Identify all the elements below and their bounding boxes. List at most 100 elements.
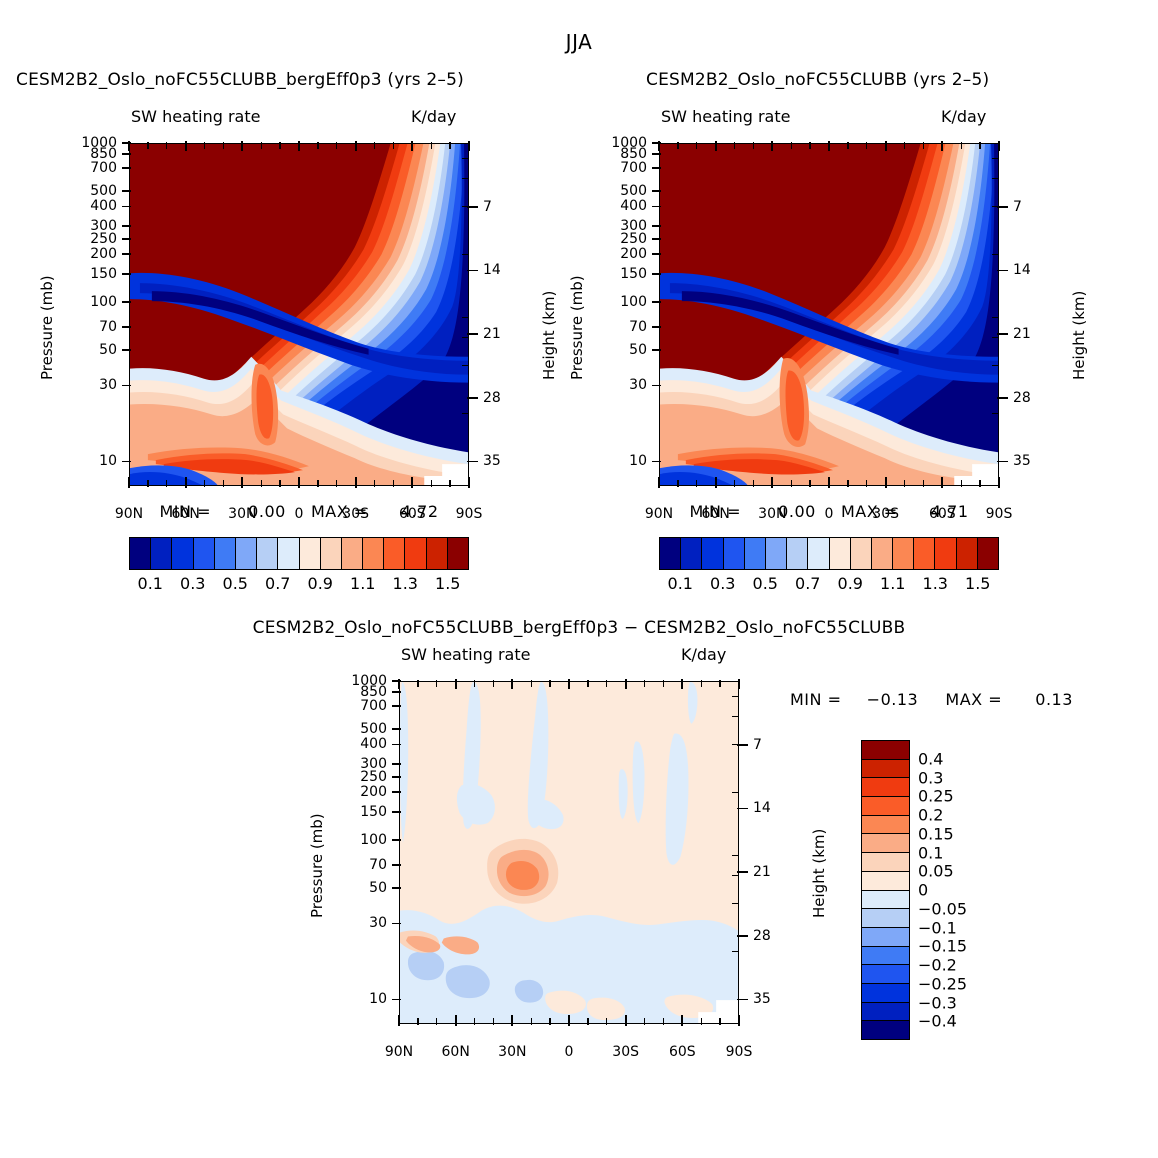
- colorbar-swatch-6: [787, 538, 809, 569]
- colorbar-diff-tick-label: 0: [918, 880, 929, 900]
- colorbar-swatch-8: [829, 538, 851, 569]
- colorbar-diff-tick-label: −0.3: [918, 993, 957, 1012]
- height-tick-label: 21: [483, 326, 501, 342]
- colorbar-diff[interactable]: [861, 740, 910, 1040]
- colorbar-swatch-11: [363, 538, 385, 569]
- colorbar-swatch-1: [681, 538, 703, 569]
- colorbar-diff-labels: 0.4 0.3 0.25 0.2 0.15 0.1 0.05 0 −0.05 −0.1 −0.15−…: [918, 740, 998, 1040]
- pressure-tick-label: 70: [99, 318, 117, 335]
- pressure-tick-label: 250: [90, 230, 117, 247]
- min-value-diff: −0.13: [866, 690, 919, 709]
- colorbar-tick-label: 0.7: [795, 574, 821, 593]
- colorbar-swatch-0: [130, 538, 152, 569]
- colorbar-diff-swatch-5: [862, 834, 909, 854]
- colorbar-swatch-7: [278, 538, 300, 569]
- min-value-right: 0.00: [778, 502, 816, 521]
- colorbar-swatch-3: [193, 538, 215, 569]
- lat-tick-label: 0: [564, 1044, 574, 1060]
- pressure-tick-label: 30: [629, 377, 647, 394]
- pressure-tick-label: 300: [90, 218, 117, 235]
- max-value-diff: 0.13: [1035, 690, 1073, 709]
- height-tick-label: 21: [1013, 326, 1031, 342]
- colorbar-diff-swatch-14: [862, 1002, 909, 1022]
- pressure-tick-label: 150: [360, 804, 387, 821]
- contour-plot-right[interactable]: [659, 143, 999, 486]
- colorbar-diff-tick-label: −0.05: [918, 899, 968, 919]
- colorbar-diff-tick-label: 0.25: [918, 786, 954, 806]
- panel-title-diff: CESM2B2_Oslo_noFC55CLUBB_bergEff0p3 − CE…: [252, 618, 906, 638]
- season-title: JJA: [565, 30, 593, 54]
- pressure-tick-label: 10: [629, 453, 647, 470]
- colorbar-swatch-14: [956, 538, 978, 569]
- colorbar-swatch-4: [744, 538, 766, 569]
- pressure-tick-label: 250: [620, 230, 647, 247]
- colorbar-swatch-9: [850, 538, 872, 569]
- colorbar-tick-label: 0.3: [710, 574, 736, 593]
- lat-tick-label: 90S: [455, 506, 483, 522]
- colorbar-diff-swatch-8: [862, 890, 909, 910]
- height-tick-label: 14: [483, 262, 501, 279]
- colorbar-diff-tick-label: 0.05: [918, 861, 954, 881]
- pressure-tick-label: 150: [90, 266, 117, 283]
- lat-tick-label: 90S: [725, 1044, 753, 1060]
- panel-right-variable-label: SW heating rate: [661, 107, 791, 126]
- height-tick-label: 35: [483, 453, 501, 470]
- contour-plot-left[interactable]: [129, 143, 469, 486]
- pressure-tick-label: 100: [90, 294, 117, 311]
- colorbar-diff-swatch-13: [862, 983, 909, 1003]
- height-tick-label: 7: [483, 198, 492, 215]
- colorbar-swatch-12: [914, 538, 936, 569]
- pressure-tick-label: 300: [620, 218, 647, 235]
- pressure-tick-label: 70: [369, 856, 387, 873]
- pressure-tick-label: 70: [629, 318, 647, 335]
- pressure-tick-label: 400: [360, 736, 387, 753]
- pressure-tick-label: 850: [360, 684, 387, 701]
- colorbar-tick-label: 1.5: [435, 574, 461, 593]
- colorbar-diff-tick-label: −0.15: [918, 936, 968, 956]
- min-label-diff: MIN =: [790, 690, 842, 709]
- colorbar-swatch-1: [151, 538, 173, 569]
- colorbar-diff-tick-label: −0.1: [918, 918, 957, 937]
- pressure-tick-label: 850: [620, 146, 647, 163]
- colorbar-swatch-2: [172, 538, 194, 569]
- minmax-right: MIN = 0.00 MAX = 4.71: [690, 502, 969, 521]
- pressure-tick-label: 700: [620, 159, 647, 176]
- y-axis-title-diff: Pressure (mb): [308, 813, 326, 918]
- height-tick-label: 14: [753, 800, 771, 817]
- pressure-tick-label: 150: [620, 266, 647, 283]
- pressure-tick-label: 500: [360, 720, 387, 737]
- panel-title-left: CESM2B2_Oslo_noFC55CLUBB_bergEff0p3 (yrs…: [16, 70, 464, 90]
- y-axis-title-left: Pressure (mb): [38, 275, 56, 380]
- colorbar-swatch-8: [299, 538, 321, 569]
- contour-plot-diff[interactable]: [399, 681, 739, 1024]
- colorbar-right[interactable]: [659, 537, 999, 570]
- pressure-tick-label: 850: [90, 146, 117, 163]
- colorbar-diff-swatch-4: [862, 815, 909, 835]
- colorbar-swatch-12: [384, 538, 406, 569]
- pressure-tick-label: 500: [90, 182, 117, 199]
- panel-diff-unit-label: K/day: [681, 645, 727, 664]
- height-tick-label: 21: [753, 864, 771, 880]
- colorbar-swatch-10: [341, 538, 364, 569]
- colorbar-swatch-6: [257, 538, 279, 569]
- pressure-tick-label: 400: [620, 198, 647, 215]
- colorbar-diff-tick-label: 0.3: [918, 768, 944, 787]
- panel-right-unit-label: K/day: [941, 107, 987, 126]
- colorbar-tick-label: 1.1: [350, 574, 376, 593]
- colorbar-diff-swatch-6: [862, 853, 909, 872]
- pressure-tick-label: 200: [90, 246, 117, 263]
- max-label-diff: MAX =: [945, 690, 1003, 709]
- pressure-tick-label: 300: [360, 756, 387, 773]
- pressure-tick-label: 200: [620, 246, 647, 263]
- colorbar-left[interactable]: [129, 537, 469, 570]
- colorbar-swatch-3: [723, 538, 745, 569]
- height-tick-label: 35: [753, 991, 771, 1008]
- colorbar-right-labels: 0.1 0.3 0.5 0.7 0.9 1.1 1.3 1.5: [659, 574, 999, 596]
- colorbar-swatch-11: [893, 538, 915, 569]
- colorbar-diff-tick-label: −0.25: [918, 974, 968, 994]
- pressure-tick-label: 200: [360, 784, 387, 801]
- pressure-tick-label: 1000: [81, 135, 117, 151]
- colorbar-tick-label: 1.3: [392, 574, 418, 593]
- min-value-left: 0.00: [248, 502, 286, 521]
- height-tick-label: 28: [753, 927, 771, 944]
